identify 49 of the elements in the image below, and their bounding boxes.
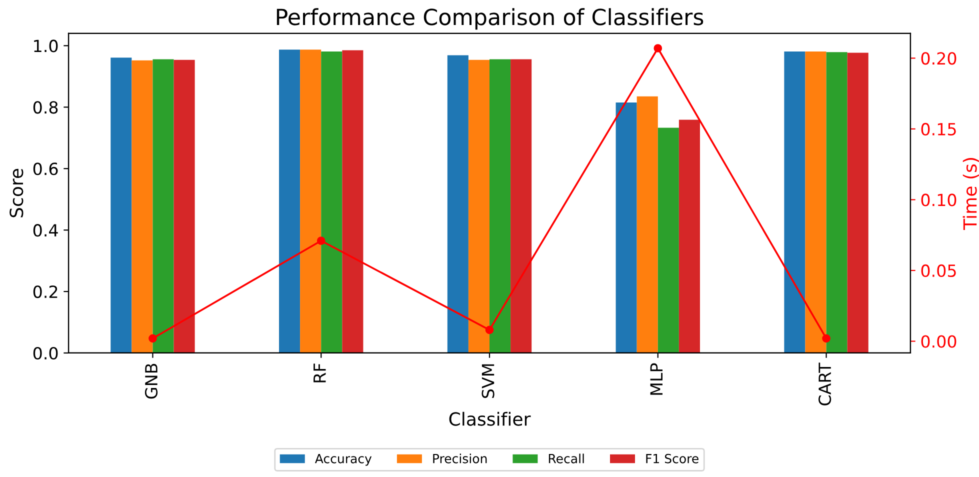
y-tick-label: 0.2 [33,285,58,298]
bar [658,128,679,353]
point [485,326,494,334]
bar [847,52,868,353]
y-tick-label: 0.4 [33,224,58,237]
legend-label: Accuracy [314,454,372,466]
point [148,334,157,343]
chart-title: Performance Comparison of Classifiers [276,8,704,30]
bar [300,50,322,353]
x-tick-label: SVM [482,364,494,398]
bar [784,52,806,353]
x-tick-label: MLP [650,363,662,395]
y-tick-label: 0.8 [33,101,58,114]
bar [321,52,342,353]
x-axis-title: Classifier [449,412,531,426]
y-tick-label: 1.0 [34,40,58,52]
x-tick-label: CART [818,362,832,406]
legend-label: F1 Score [646,454,698,464]
point [822,334,830,343]
bar [510,59,532,353]
bar [174,60,195,353]
y-axis-title: Score [10,168,24,218]
bar [616,102,637,353]
bar [447,55,468,353]
point [654,44,662,52]
y-tick-label: 0.0 [33,346,58,360]
x-tick-label: GNB [144,364,158,399]
bar [826,52,848,353]
bar [490,59,511,353]
bar [110,58,132,353]
bar [342,50,364,353]
bar [152,59,174,353]
bar [279,50,300,353]
bar [636,96,658,353]
y2-axis-title: Time (s) [962,158,979,230]
y2-tick-label: 0.10 [921,194,956,206]
y2-tick-label: 0.05 [921,264,956,278]
x-tick-label: RF [314,364,326,382]
y2-tick-label: 0.20 [921,52,956,65]
bar [132,60,153,353]
bar [468,60,490,353]
bar [678,120,700,353]
legend-label: Precision [433,454,487,464]
bar [805,52,826,353]
point [316,236,326,245]
legend-label: Recall [548,454,584,464]
y-tick-label: 0.6 [33,162,58,176]
y2-tick-label: 0.15 [921,122,956,136]
y2-tick-label: 0.00 [921,335,956,348]
